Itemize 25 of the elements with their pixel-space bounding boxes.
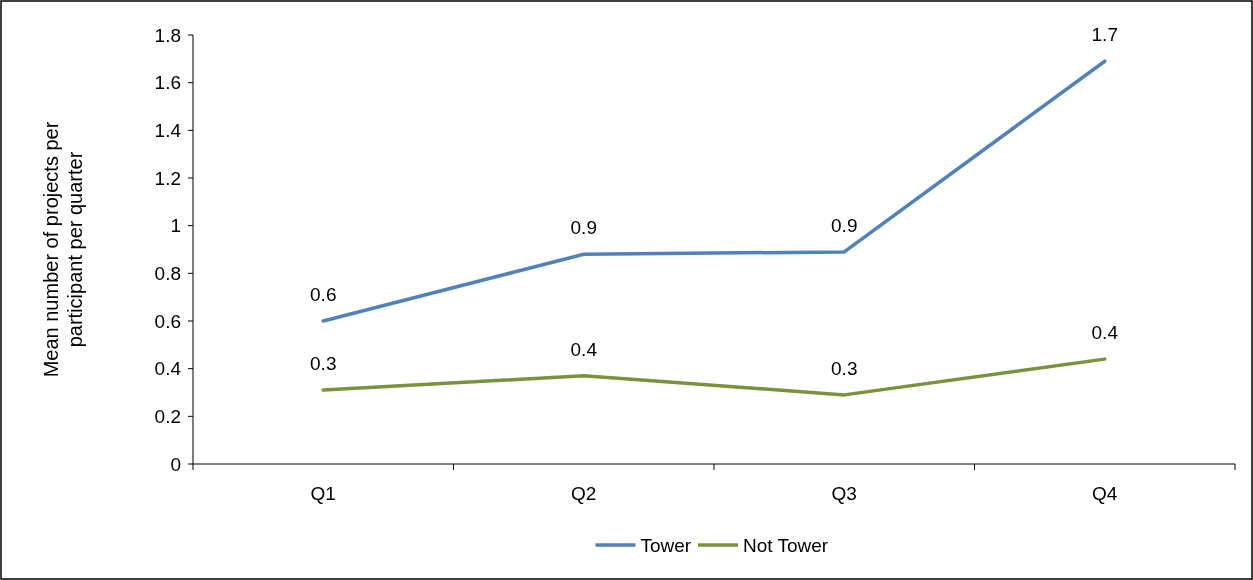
data-label: 1.7 [1091, 24, 1118, 46]
y-tick-label: 0 [170, 453, 181, 475]
data-label: 0.3 [831, 357, 858, 379]
x-tick-label: Q2 [571, 483, 597, 504]
y-tick-label: 1 [170, 215, 181, 237]
data-label: 0.3 [310, 353, 337, 375]
y-tick-label: 0.8 [154, 262, 181, 284]
y-tick-label: 0.6 [154, 310, 181, 332]
data-label: 0.4 [1091, 322, 1119, 344]
data-label: 0.6 [310, 284, 337, 305]
data-label: 0.4 [570, 338, 598, 360]
y-tick-label: 1.8 [154, 24, 181, 46]
y-tick-label: 0.4 [154, 358, 182, 380]
y-tick-label: 1.2 [154, 167, 181, 189]
y-tick-label: 1.4 [154, 119, 182, 141]
y-tick-label: 1.6 [154, 72, 181, 94]
legend-label: Tower [640, 534, 692, 556]
x-tick-label: Q1 [310, 483, 336, 504]
data-label: 0.9 [831, 214, 858, 236]
x-tick-label: Q4 [1092, 483, 1118, 504]
y-tick-label: 0.2 [154, 405, 181, 427]
y-axis-title: Mean number of projects per participant per quarter [40, 121, 86, 378]
legend-label: Not Tower [743, 534, 829, 556]
x-tick-label: Q3 [831, 483, 857, 504]
data-label: 0.9 [570, 217, 597, 239]
